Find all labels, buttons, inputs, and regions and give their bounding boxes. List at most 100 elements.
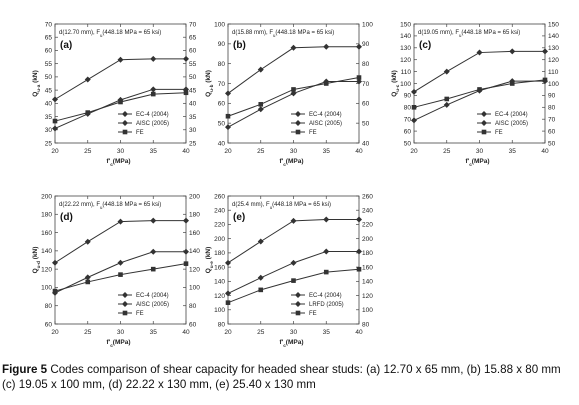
x-tick-label: 25	[257, 148, 265, 155]
data-point	[225, 300, 231, 305]
chart-panel-d: 60 60 80 80 100 100 120 120 140 140 160 160 180 180 20…	[32, 193, 200, 347]
y-tick-label: 35	[45, 114, 53, 121]
y-tick-label-right: 70	[362, 81, 370, 88]
data-point	[258, 287, 264, 293]
y-tick-label: 50	[45, 74, 53, 81]
legend-marker	[122, 129, 128, 135]
x-tick-label: 35	[323, 329, 331, 336]
data-point	[356, 248, 362, 255]
y-tick-label: 120	[400, 57, 411, 64]
data-point	[150, 266, 156, 272]
data-point	[84, 238, 91, 245]
y-tick-label-right: 40	[189, 101, 197, 108]
data-point	[183, 248, 189, 255]
data-point	[290, 44, 297, 51]
panel-annotation: d(15.88 mm), Fu(448.18 MPa = 65 ksi)	[232, 30, 334, 38]
data-point	[52, 259, 58, 266]
x-tick-label: 20	[410, 148, 418, 155]
series-line	[413, 50, 545, 93]
y-tick-label: 50	[404, 140, 412, 147]
x-tick-label: 40	[182, 329, 190, 336]
y-tick-label-right: 50	[362, 120, 370, 127]
y-tick-label-right: 100	[362, 21, 373, 28]
data-point	[443, 101, 450, 108]
y-tick-label-right: 180	[189, 212, 200, 219]
data-point	[150, 86, 157, 93]
data-point	[411, 117, 417, 124]
panel-annotation: d(22.22 mm), Fu(448.18 MPa = 65 ksi)	[59, 202, 161, 210]
data-point	[150, 217, 157, 224]
data-point	[356, 75, 362, 80]
data-point	[257, 66, 264, 73]
y-tick-label: 65	[45, 35, 53, 42]
y-tick-label: 90	[404, 93, 412, 100]
y-axis-label: Qu-d (kN)	[32, 247, 41, 274]
data-point	[183, 55, 189, 62]
y-tick-label-right: 80	[189, 303, 197, 310]
y-tick-label: 70	[45, 21, 53, 28]
x-tick-label: 20	[224, 148, 232, 155]
data-point	[356, 43, 362, 50]
y-axis-label: Qu-a (kN)	[32, 70, 41, 97]
x-tick-label: 35	[150, 329, 158, 336]
x-axis-label: f'c(MPa)	[465, 158, 489, 167]
data-point	[356, 216, 362, 223]
legend-label: FE	[309, 130, 317, 136]
legend-marker	[481, 111, 487, 117]
x-tick-label: 40	[355, 148, 363, 155]
y-tick-label: 45	[45, 87, 53, 94]
legend-label: FE	[309, 311, 317, 317]
data-point	[84, 76, 91, 83]
data-point	[84, 274, 91, 281]
y-tick-label: 60	[45, 321, 53, 328]
y-tick-label: 90	[218, 41, 226, 48]
y-tick-label-right: 25	[189, 140, 197, 147]
y-tick-label-right: 160	[189, 230, 200, 237]
panel-letter: (e)	[233, 212, 245, 223]
x-tick-label: 40	[541, 148, 549, 155]
y-tick-label: 240	[214, 208, 225, 215]
y-tick-label-right: 140	[362, 279, 373, 286]
legend-marker	[295, 301, 301, 307]
data-point	[411, 105, 417, 110]
data-point	[444, 96, 450, 102]
legend-label: EC-4 (2004)	[136, 112, 169, 118]
y-tick-label-right: 150	[548, 21, 559, 28]
legend-marker	[481, 129, 487, 135]
y-tick-label-right: 100	[362, 307, 373, 314]
data-point	[225, 259, 231, 266]
data-point	[52, 118, 58, 124]
y-tick-label-right: 65	[189, 35, 197, 42]
y-tick-label-right: 45	[189, 87, 197, 94]
data-point	[183, 90, 189, 96]
y-axis-label: Qu-b (kN)	[205, 70, 214, 97]
y-tick-label-right: 40	[362, 140, 370, 147]
y-tick-label-right: 60	[362, 101, 370, 108]
series-line	[227, 218, 359, 264]
legend-label: FE	[495, 130, 503, 136]
y-tick-label: 260	[214, 193, 225, 200]
y-tick-label-right: 140	[189, 248, 200, 255]
y-tick-label-right: 100	[548, 81, 559, 88]
y-tick-label: 30	[45, 127, 53, 134]
legend-marker	[122, 310, 128, 316]
legend-marker	[295, 129, 301, 135]
data-point	[443, 68, 450, 75]
legend-label: EC-4 (2004)	[309, 112, 342, 118]
data-point	[183, 217, 189, 224]
series-line	[227, 77, 360, 117]
y-tick-label: 80	[45, 303, 53, 310]
data-point	[117, 259, 124, 266]
caption-label: Figure 5	[2, 363, 48, 376]
y-tick-label-right: 90	[548, 93, 556, 100]
data-point	[291, 278, 296, 283]
data-point	[117, 56, 124, 63]
data-point	[257, 238, 264, 245]
x-tick-label: 25	[443, 148, 451, 155]
y-tick-label-right: 30	[189, 127, 197, 134]
data-point	[477, 87, 482, 92]
data-point	[411, 88, 417, 95]
data-point	[150, 248, 157, 255]
y-tick-label-right: 140	[548, 33, 559, 40]
